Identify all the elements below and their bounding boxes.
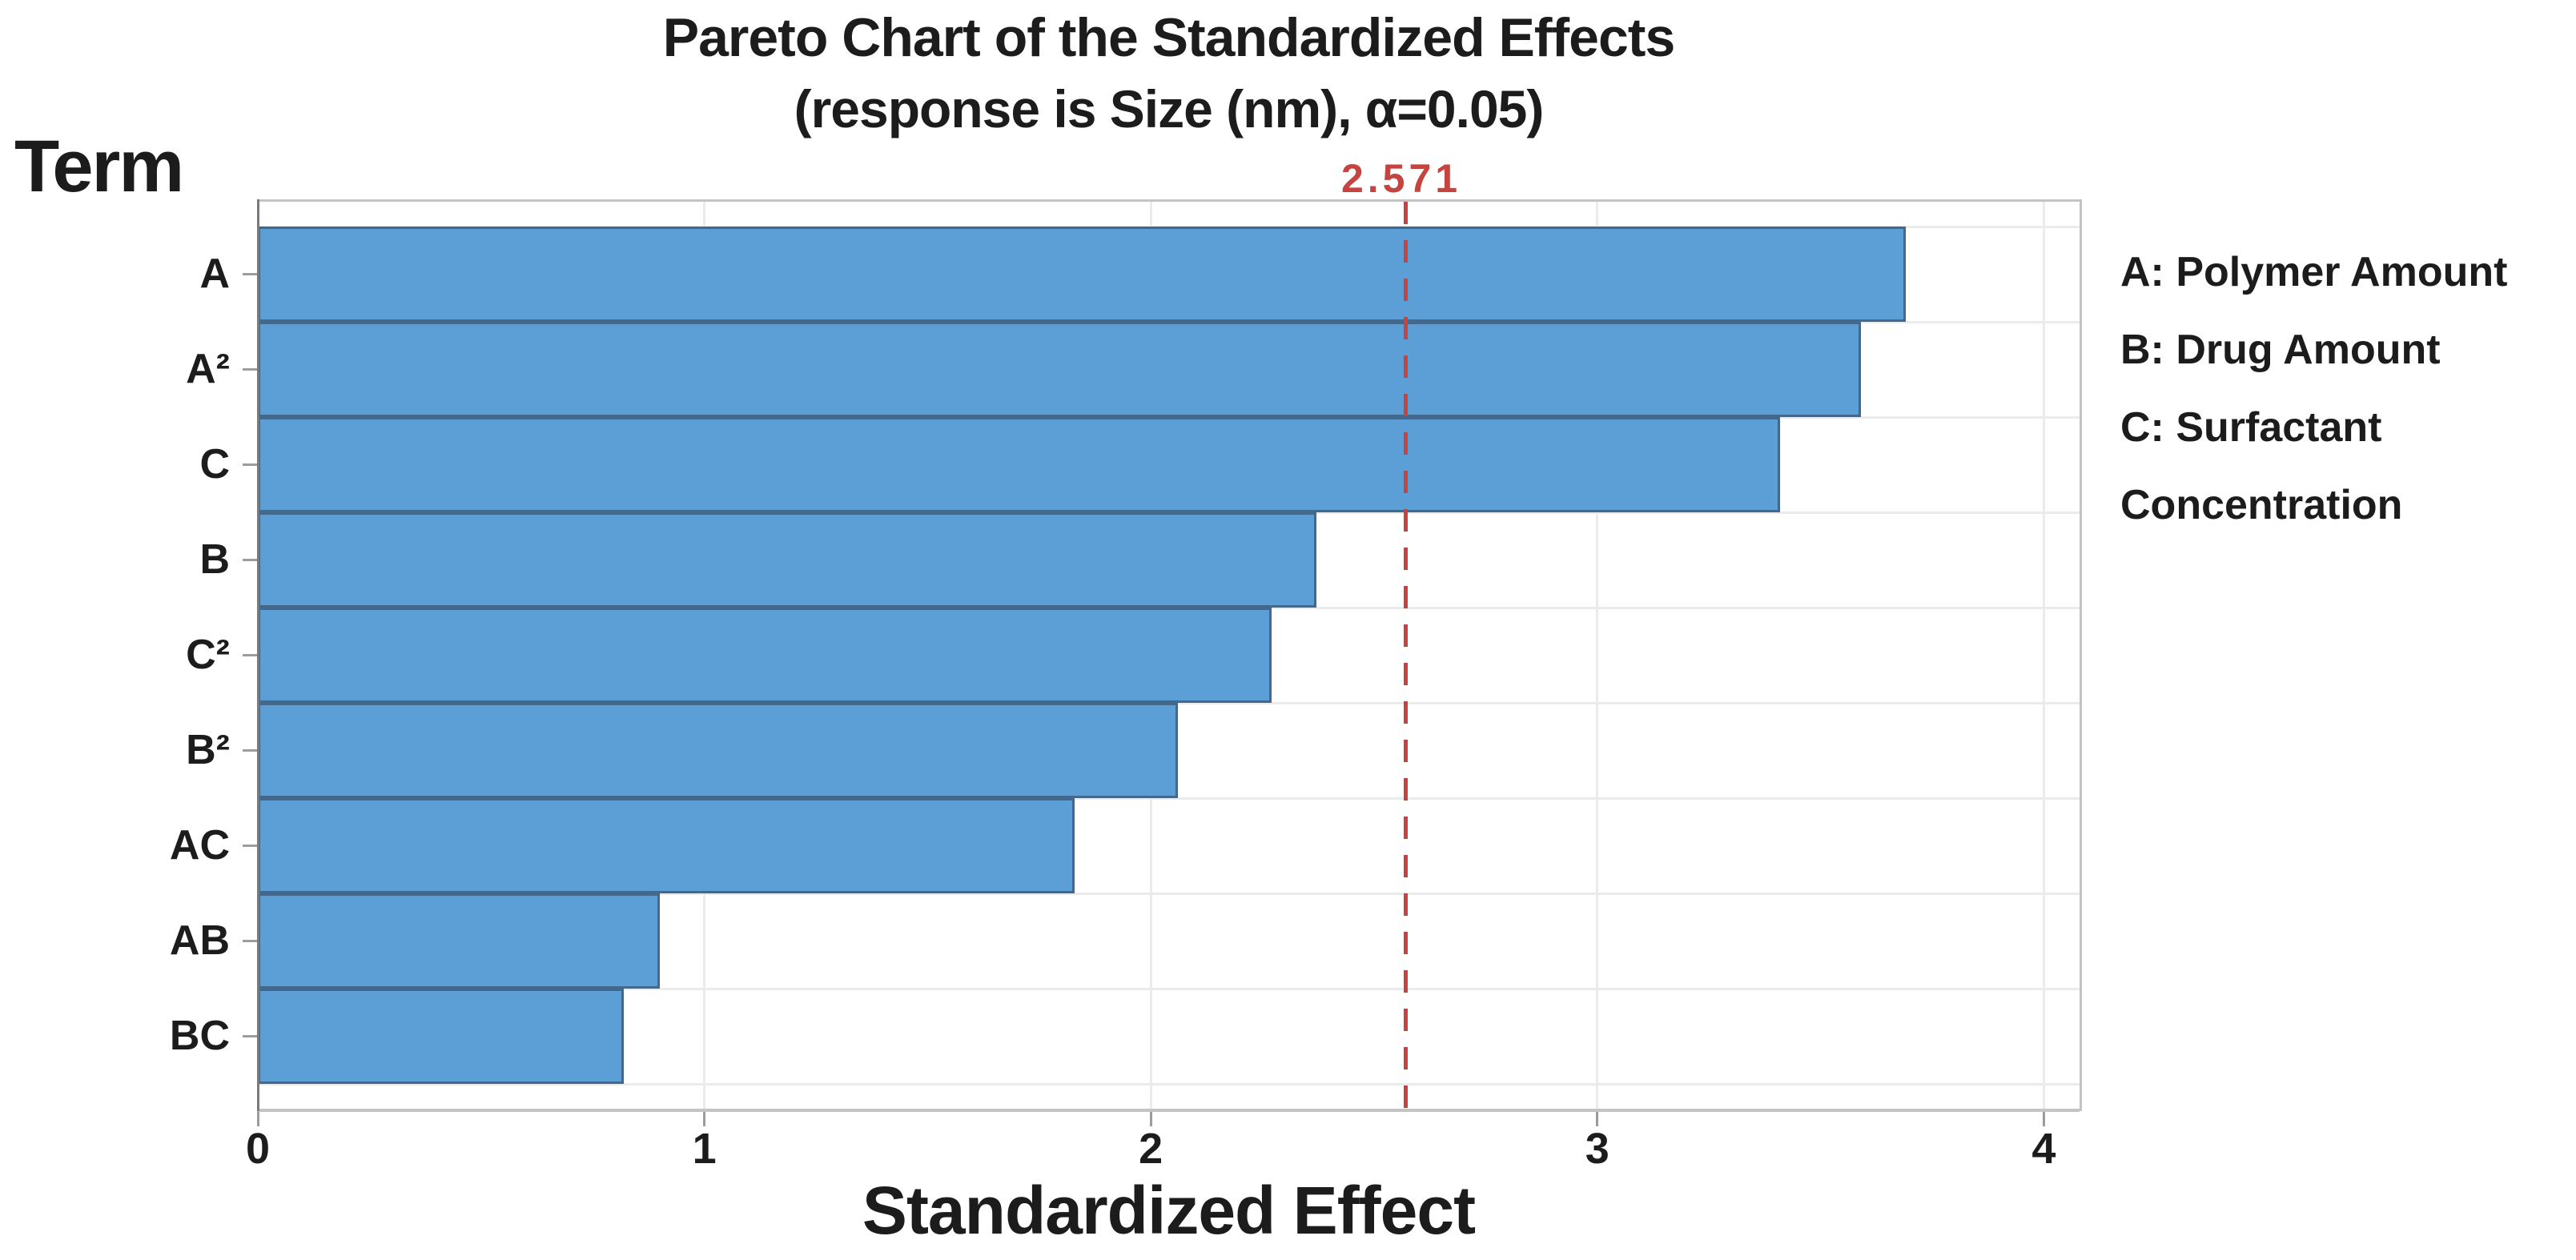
gridline-vertical	[2042, 202, 2045, 1109]
y-tick-label: B	[199, 536, 230, 583]
y-tick-mark	[243, 845, 257, 847]
y-tick-mark	[243, 559, 257, 561]
plot-border-bottom	[258, 1109, 2080, 1112]
y-tick-mark	[243, 749, 257, 752]
legend: A: Polymer Amount B: Drug Amount C: Surfac…	[2120, 234, 2569, 544]
legend-line: A: Polymer Amount	[2120, 249, 2508, 295]
x-tick-label: 2	[1139, 1125, 1163, 1173]
y-tick-label: C	[199, 441, 230, 488]
gridline-horizontal	[258, 892, 2080, 895]
y-tick-label: A	[199, 251, 230, 297]
y-tick-label: B²	[186, 727, 230, 773]
y-tick-label: AB	[169, 917, 230, 964]
gridline-horizontal	[258, 797, 2080, 800]
bar-C	[258, 417, 1781, 512]
x-tick-label: 4	[2031, 1125, 2056, 1173]
x-tick-mark	[703, 1110, 706, 1126]
gridline-horizontal	[258, 987, 2080, 990]
legend-line: Concentration	[2120, 482, 2403, 528]
plot-area	[257, 199, 2082, 1112]
y-tick-label: C²	[186, 632, 230, 678]
legend-line: B: Drug Amount	[2120, 327, 2441, 373]
bar-B	[258, 512, 1316, 608]
x-tick-mark	[1149, 1110, 1152, 1126]
bar-A	[258, 227, 1906, 322]
y-tick-label: A²	[186, 346, 230, 392]
plot-border-top	[258, 199, 2080, 202]
x-tick-label: 3	[1585, 1125, 1609, 1173]
gridline-vertical	[1596, 202, 1599, 1109]
reference-line	[1404, 202, 1409, 1109]
x-tick-mark	[1596, 1110, 1599, 1126]
y-tick-label: AC	[169, 822, 230, 869]
y-axis-title: Term	[14, 126, 184, 207]
chart-subtitle: (response is Size (nm), α=0.05)	[794, 79, 1545, 138]
bar-C²	[258, 608, 1272, 703]
y-tick-label: BC	[169, 1013, 230, 1059]
y-tick-mark	[243, 940, 257, 942]
y-tick-mark	[243, 1035, 257, 1037]
bar-B²	[258, 703, 1178, 798]
y-tick-mark	[243, 463, 257, 466]
x-axis-title: Standardized Effect	[862, 1173, 1476, 1248]
bar-AB	[258, 893, 660, 989]
y-tick-mark	[243, 368, 257, 371]
legend-line: C: Surfactant	[2120, 404, 2382, 451]
x-tick-mark	[2042, 1110, 2045, 1126]
plot-border-left	[257, 199, 259, 1111]
bar-AC	[258, 798, 1075, 893]
chart-title: Pareto Chart of the Standardized Effects	[662, 7, 1676, 68]
x-tick-label: 0	[245, 1125, 271, 1173]
bar-BC	[258, 989, 625, 1084]
x-tick-mark	[256, 1110, 259, 1126]
x-tick-label: 1	[692, 1125, 717, 1173]
plot-border-right	[2080, 199, 2082, 1111]
reference-line-label: 2.571	[1340, 156, 1462, 201]
y-tick-mark	[243, 654, 257, 656]
bar-A²	[258, 322, 1861, 417]
gridline-horizontal	[258, 1082, 2080, 1085]
y-tick-mark	[243, 273, 257, 275]
